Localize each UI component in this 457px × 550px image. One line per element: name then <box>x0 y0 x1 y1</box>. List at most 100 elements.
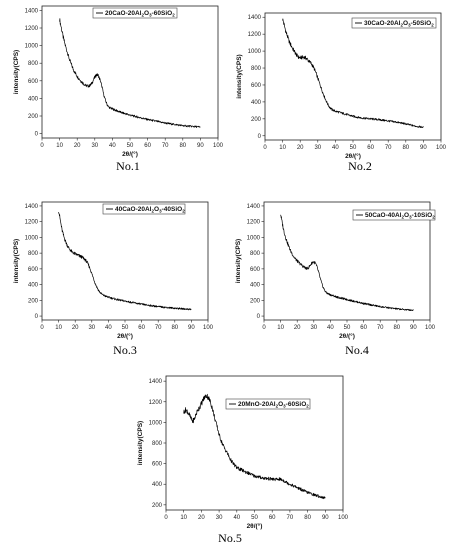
y-tick-label: 1000 <box>25 44 39 50</box>
x-tick-label: 30 <box>88 325 95 331</box>
y-tick-label: 1400 <box>149 379 163 385</box>
x-tick-label: 70 <box>385 145 392 151</box>
x-tick-label: 0 <box>263 145 267 151</box>
y-tick-label: 400 <box>250 283 261 289</box>
x-tick-label: 10 <box>277 325 284 331</box>
x-tick-label: 60 <box>144 143 151 149</box>
x-tick-label: 60 <box>360 325 367 331</box>
x-axis-title: 2θ/(°) <box>345 152 361 160</box>
panel-caption: No.1 <box>116 159 140 173</box>
y-tick-label: 600 <box>28 267 39 273</box>
x-tick-label: 80 <box>402 145 409 151</box>
y-tick-label: 200 <box>250 298 261 304</box>
y-tick-label: 200 <box>152 503 163 509</box>
x-tick-label: 30 <box>91 143 98 149</box>
x-tick-label: 20 <box>294 325 301 331</box>
legend-label: 20MnO-20Al2O3-60SiO2 <box>238 401 309 409</box>
plot-frame <box>264 12 442 141</box>
legend-label: 50CaO-40Al2O3-10SiO2 <box>365 212 435 220</box>
legend-box <box>225 398 311 410</box>
x-tick-label: 40 <box>109 143 116 149</box>
x-tick-label: 80 <box>171 325 178 331</box>
legend-box <box>351 17 437 29</box>
y-tick-label: 1400 <box>248 15 262 21</box>
x-tick-label: 30 <box>310 325 317 331</box>
y-tick-label: 1000 <box>149 420 163 426</box>
data-series-line <box>183 393 326 500</box>
x-tick-label: 50 <box>122 325 129 331</box>
x-tick-label: 40 <box>105 325 112 331</box>
x-tick-label: 100 <box>203 325 214 331</box>
legend: 20MnO-20Al2O3-60SiO2 <box>225 398 311 410</box>
panel-caption: No.2 <box>348 159 372 173</box>
y-tick-label: 800 <box>28 61 39 67</box>
chart-panel-no5: 0 10 20 30 40 50 60 70 80 90 100 200 400 600 800 1000 12… <box>137 375 349 545</box>
legend-label: 20CaO-20Al2O3-60SiO2 <box>105 10 175 18</box>
legend: 20CaO-20Al2O3-60SiO2 <box>92 7 178 19</box>
x-tick-label: 100 <box>338 515 349 521</box>
y-tick-label: 800 <box>250 251 261 257</box>
x-tick-label: 20 <box>74 143 81 149</box>
data-series-line <box>59 18 201 128</box>
y-tick-label: 400 <box>28 283 39 289</box>
chart-panel-no4: 0 10 20 30 40 50 60 70 80 90 100020040060080010001… <box>235 201 436 357</box>
y-tick-label: 200 <box>251 117 262 123</box>
y-axis-title: intensity(CPS) <box>235 239 242 283</box>
x-tick-label: 60 <box>269 515 276 521</box>
x-tick-label: 10 <box>279 145 286 151</box>
y-axis-title: intensity(CPS) <box>13 239 20 283</box>
legend-label: 30CaO-20Al2O3-50SiO2 <box>364 20 434 28</box>
y-tick-label: 400 <box>28 96 39 102</box>
x-tick-label: 90 <box>197 143 204 149</box>
y-tick-label: 1200 <box>25 220 39 226</box>
x-tick-label: 40 <box>327 325 334 331</box>
chart-panel-no3: 0 10 20 30 40 50 60 70 80 90 100020040060080010001… <box>13 201 214 357</box>
x-tick-label: 40 <box>233 515 240 521</box>
y-tick-label: 1400 <box>247 204 261 210</box>
x-tick-label: 70 <box>287 515 294 521</box>
y-tick-label: 0 <box>258 134 262 140</box>
x-tick-label: 10 <box>55 325 62 331</box>
x-axis-title: 2θ/(°) <box>247 522 263 530</box>
data-series-line <box>282 18 424 129</box>
legend: 40CaO-20Al2O3-40SiO2 <box>102 203 186 215</box>
panel-caption: No.3 <box>113 343 137 357</box>
y-tick-label: 1400 <box>25 204 39 210</box>
x-axis-title: 2θ/(°) <box>122 150 138 158</box>
x-tick-label: 70 <box>377 325 384 331</box>
x-tick-label: 50 <box>350 145 357 151</box>
y-tick-label: 400 <box>251 100 262 106</box>
x-tick-label: 100 <box>213 143 224 149</box>
y-tick-label: 1000 <box>247 235 261 241</box>
panel-caption: No.5 <box>218 531 242 545</box>
legend: 30CaO-20Al2O3-50SiO2 <box>351 17 437 29</box>
x-tick-label: 90 <box>410 325 417 331</box>
y-tick-label: 0 <box>35 132 39 138</box>
x-tick-label: 20 <box>198 515 205 521</box>
x-tick-label: 60 <box>138 325 145 331</box>
x-axis-title: 2θ/(°) <box>339 332 355 340</box>
x-tick-label: 100 <box>436 145 447 151</box>
y-tick-label: 1200 <box>149 400 163 406</box>
x-tick-label: 90 <box>188 325 195 331</box>
y-tick-label: 0 <box>35 314 39 320</box>
panel-caption: No.4 <box>345 343 369 357</box>
y-tick-label: 800 <box>251 66 262 72</box>
y-tick-label: 200 <box>28 298 39 304</box>
y-tick-label: 0 <box>257 314 261 320</box>
x-tick-label: 0 <box>40 143 44 149</box>
x-tick-label: 90 <box>322 515 329 521</box>
x-axis-title: 2θ/(°) <box>117 332 133 340</box>
legend-box <box>102 203 186 215</box>
y-tick-label: 400 <box>152 482 163 488</box>
x-tick-label: 10 <box>56 143 63 149</box>
data-series-line <box>280 214 414 312</box>
x-tick-label: 60 <box>367 145 374 151</box>
x-tick-label: 10 <box>180 515 187 521</box>
y-tick-label: 600 <box>152 462 163 468</box>
x-tick-label: 100 <box>425 325 436 331</box>
x-tick-label: 20 <box>72 325 79 331</box>
x-tick-label: 0 <box>164 515 168 521</box>
plot-frame <box>41 5 219 139</box>
